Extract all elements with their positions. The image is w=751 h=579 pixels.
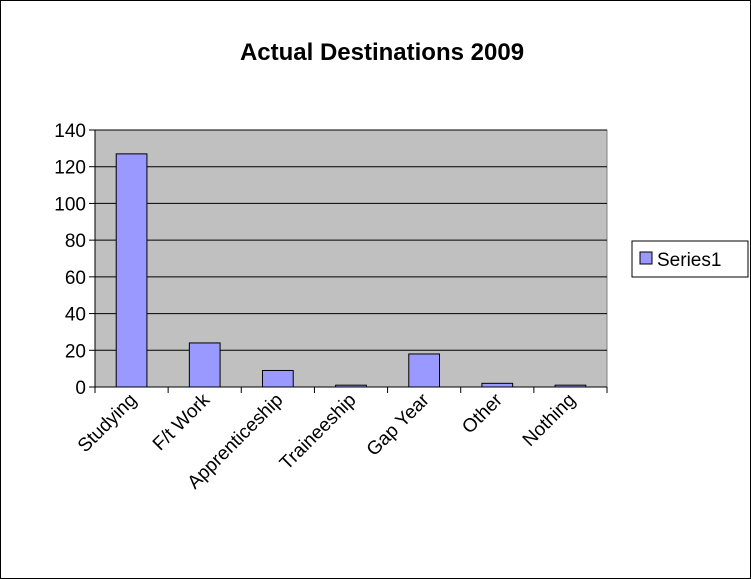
- x-category-label: F/t Work: [149, 389, 215, 455]
- y-tick-label: 80: [65, 231, 86, 252]
- bar: [115, 153, 148, 388]
- y-axis: 0 20 40 60 80 100 120 140: [54, 121, 96, 399]
- plot-background: [94, 129, 608, 388]
- y-tick-label: 120: [54, 158, 86, 179]
- y-tick-label: 0: [75, 378, 86, 399]
- bar: [408, 353, 441, 388]
- y-tick-label: 20: [65, 341, 86, 362]
- legend: Series1: [631, 240, 749, 278]
- y-tick-label: 60: [65, 268, 86, 289]
- y-tick-label: 140: [54, 121, 86, 142]
- x-category-label: Gap Year: [363, 389, 434, 460]
- chart-title: Actual Destinations 2009: [240, 39, 524, 66]
- y-tick-label: 40: [65, 305, 86, 326]
- y-tick-label: 100: [54, 194, 86, 215]
- legend-swatch: [639, 251, 653, 265]
- x-axis: Studying F/t WorkApprenticeshipTraineeshi…: [74, 386, 608, 493]
- x-category-label: Traineeship: [276, 390, 361, 475]
- x-category-label: Studying: [74, 390, 141, 457]
- bar: [188, 342, 221, 388]
- x-category-label: Other: [458, 389, 507, 438]
- bar: [481, 382, 514, 388]
- bar: [261, 369, 294, 388]
- plot-area: [94, 129, 608, 388]
- legend-label: Series1: [657, 250, 721, 271]
- x-category-label: Nothing: [519, 390, 580, 451]
